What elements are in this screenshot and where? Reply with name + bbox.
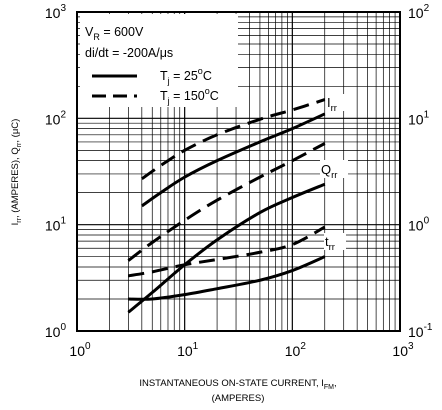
curve-label-qrr: Qrr (321, 162, 337, 181)
y-left-tick-label: 103 (45, 3, 67, 21)
legend-label-25c: Tj = 25oC (160, 66, 212, 86)
label-bg-irr (326, 94, 348, 111)
series-qrr-25c-line (127, 182, 326, 314)
x-tick-label: 101 (177, 341, 199, 359)
curve-labels: Irr Qrr trr (320, 94, 348, 253)
condition-di-dt: di/dt = -200A/μs (85, 46, 173, 60)
series-qrr-150c-line (127, 142, 326, 262)
series-layer (127, 98, 326, 314)
series-trr-25c-line (128, 255, 326, 301)
x-tick-label: 103 (392, 341, 414, 359)
y-left-tick-label: 102 (45, 109, 67, 127)
y-axis-label: Irr, (AMPERES), Qrr, (μC) (10, 119, 23, 226)
x-axis-label: INSTANTANEOUS ON-STATE CURRENT, IFM, (139, 378, 336, 391)
plot-frame (76, 11, 401, 332)
legend-background (80, 14, 238, 107)
series-irr-150c-line (140, 98, 326, 181)
label-bg-qrr (320, 160, 348, 178)
y-right-tick-label: 10-1 (408, 322, 433, 340)
y-left-tick-label: 100 (45, 322, 67, 340)
y-left-tick-label: 101 (45, 216, 67, 234)
label-bg-trr (324, 233, 346, 250)
legend-box: VR = 600V di/dt = -200A/μs Tj = 25oC Tj … (80, 14, 238, 107)
x-tick-label: 102 (285, 341, 307, 359)
series-trr-150c-line (128, 225, 326, 278)
x-axis-label-units: (AMPERES) (212, 393, 265, 404)
y-right-tick-label: 101 (408, 109, 430, 127)
y-right-tick-label: 102 (408, 3, 430, 21)
y-right-tick-label: 100 (408, 216, 430, 234)
series-irr-25c-line (140, 112, 326, 208)
curve-label-irr: Irr (327, 95, 337, 114)
x-tick-label: 100 (69, 341, 91, 359)
legend-label-150c: Tj = 150oC (160, 86, 219, 106)
curve-label-trr: trr (325, 234, 335, 253)
condition-reverse-voltage: VR = 600V (85, 25, 144, 42)
